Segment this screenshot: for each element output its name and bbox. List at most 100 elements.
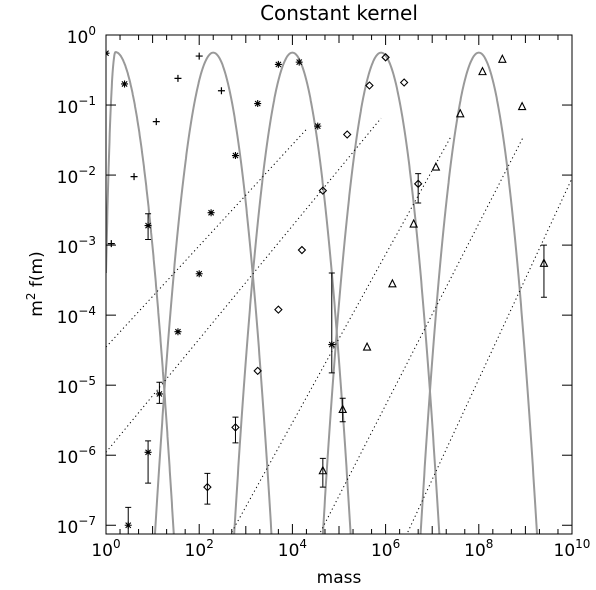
data-point — [318, 186, 328, 195]
point-marker — [478, 66, 487, 76]
point-marker — [318, 465, 328, 475]
point-marker — [144, 448, 152, 456]
point-marker — [253, 366, 262, 376]
point-marker — [455, 108, 465, 118]
model-curve — [233, 51, 352, 534]
error-bar — [232, 416, 239, 444]
y-tick-label: 10−5 — [57, 374, 96, 398]
point-marker — [231, 152, 239, 160]
axis-ticks — [105, 34, 573, 534]
point-marker — [124, 521, 132, 529]
data-point — [497, 54, 507, 63]
point-marker — [121, 80, 129, 88]
data-point — [254, 100, 262, 108]
data-point — [274, 60, 282, 68]
data-point — [539, 258, 549, 267]
asymptote-line — [320, 136, 524, 533]
error-bar — [125, 506, 132, 534]
point-marker — [539, 258, 549, 267]
asymptote-lines — [106, 117, 572, 533]
model-curve — [153, 51, 273, 534]
x-axis-label: mass — [317, 568, 362, 588]
x-tick-label: 106 — [371, 537, 400, 561]
data-point — [381, 53, 390, 62]
plot-frame — [105, 34, 573, 535]
error-bar — [415, 173, 422, 204]
point-marker — [195, 270, 203, 278]
error-bar — [145, 440, 152, 484]
data-point — [478, 66, 487, 76]
point-marker — [174, 328, 182, 336]
data-point — [124, 521, 132, 529]
asymptote-line — [106, 128, 307, 348]
data-point — [295, 58, 303, 66]
data-points — [106, 49, 549, 534]
data-point — [121, 80, 129, 88]
y-tick-label: 10−4 — [57, 304, 96, 328]
point-marker — [274, 305, 283, 314]
x-tick-label: 108 — [464, 537, 493, 561]
point-marker — [130, 173, 138, 181]
data-point — [174, 328, 182, 336]
point-marker — [413, 179, 423, 189]
point-marker — [144, 222, 152, 230]
point-marker — [274, 60, 282, 68]
error-bar — [204, 472, 211, 505]
point-marker — [217, 87, 225, 95]
y-axis-label-sup: 2 — [24, 293, 38, 301]
point-marker — [314, 122, 322, 130]
point-marker — [388, 278, 397, 288]
data-point — [328, 341, 336, 349]
data-point — [318, 465, 328, 475]
point-marker — [342, 130, 352, 139]
model-curve — [321, 51, 441, 534]
data-point — [388, 278, 397, 288]
y-tick-label: 10−1 — [57, 94, 96, 118]
data-point — [342, 130, 352, 139]
model-curve — [419, 51, 539, 534]
y-tick-label: 10−3 — [57, 234, 96, 258]
x-tick-label: 102 — [185, 537, 214, 561]
point-marker — [517, 101, 527, 111]
x-tick-label: 104 — [278, 537, 307, 561]
data-point — [144, 222, 152, 230]
point-marker — [381, 53, 390, 62]
model-curve — [106, 51, 175, 534]
point-marker — [365, 81, 374, 90]
error-bar — [339, 397, 346, 423]
data-point — [338, 404, 348, 414]
data-point — [144, 448, 152, 456]
data-point — [365, 81, 374, 90]
point-marker — [155, 390, 163, 398]
data-point — [314, 122, 322, 130]
point-marker — [195, 52, 203, 60]
data-point — [217, 87, 225, 95]
data-point — [399, 78, 409, 87]
data-point — [207, 209, 215, 217]
point-marker — [497, 54, 507, 63]
data-point — [174, 74, 182, 82]
point-marker — [297, 245, 307, 255]
y-tick-label: 100 — [67, 24, 96, 48]
x-tick-label: 100 — [91, 537, 120, 561]
point-marker — [152, 118, 160, 126]
data-point — [413, 179, 423, 189]
point-marker — [295, 58, 303, 66]
data-point — [231, 423, 240, 432]
y-tick-label: 10−6 — [57, 444, 96, 468]
point-marker — [254, 100, 262, 108]
data-point — [274, 305, 283, 314]
data-point — [455, 108, 465, 118]
data-point — [152, 118, 160, 126]
data-point — [130, 173, 138, 181]
point-marker — [107, 240, 115, 248]
data-point — [203, 482, 212, 492]
point-marker — [431, 161, 441, 171]
asymptote-line — [106, 117, 382, 453]
data-point — [107, 240, 115, 248]
point-marker — [409, 218, 419, 228]
error-bar — [540, 244, 547, 298]
data-point — [431, 161, 441, 171]
point-marker — [231, 423, 240, 432]
